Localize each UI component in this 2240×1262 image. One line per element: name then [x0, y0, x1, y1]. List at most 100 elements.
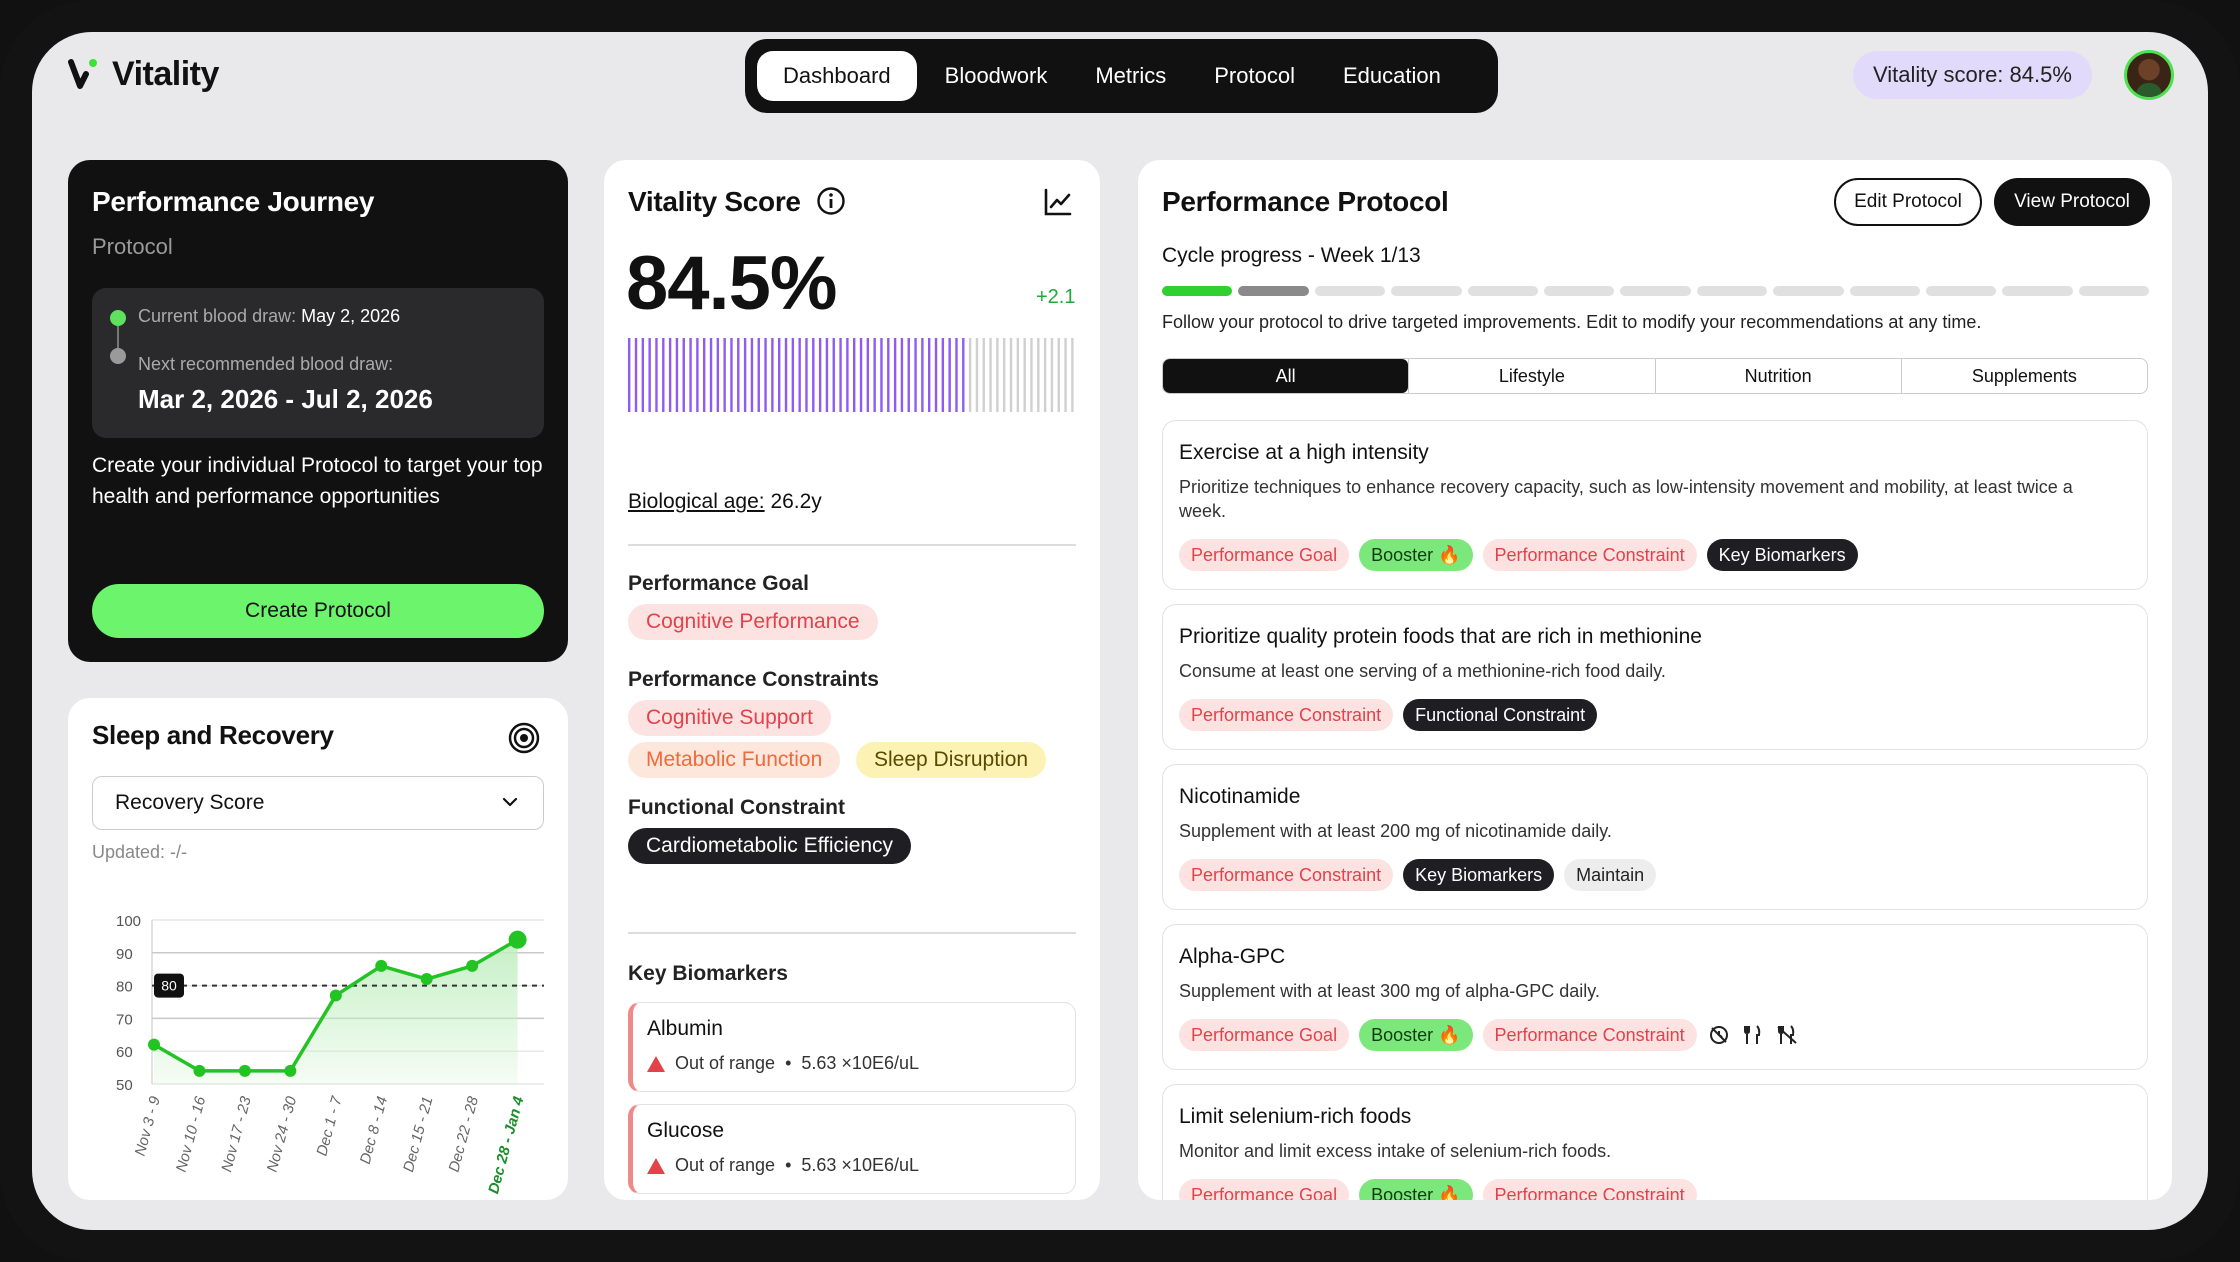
- recommendation-card[interactable]: Prioritize quality protein foods that ar…: [1162, 604, 2148, 750]
- constraint-chip[interactable]: Sleep Disruption: [856, 742, 1047, 778]
- recommendation-title: Alpha-GPC: [1179, 945, 1286, 968]
- app-logo[interactable]: Vitality: [68, 54, 219, 94]
- protocol-tabs: All Lifestyle Nutrition Supplements: [1162, 358, 2148, 394]
- cycle-progress-bar: [1162, 286, 2150, 296]
- app-name: Vitality: [112, 54, 219, 93]
- score-bar: [928, 338, 931, 412]
- score-bar: [880, 338, 883, 412]
- tag: Performance Goal: [1179, 1019, 1350, 1051]
- current-draw: Current blood draw: May 2, 2026: [138, 306, 400, 327]
- score-bar: [668, 338, 672, 412]
- nav-education[interactable]: Education: [1342, 63, 1441, 88]
- x-tick-label: Dec 22 - 28: [446, 1094, 483, 1174]
- score-bar: [1071, 338, 1074, 412]
- data-point: [329, 989, 342, 1002]
- score-bar: [825, 338, 829, 412]
- tag: Key Biomarkers: [1706, 539, 1858, 571]
- score-bar: [778, 338, 781, 412]
- pending-dot-icon: [110, 348, 126, 364]
- x-tick-label: Dec 8 - 14: [357, 1095, 391, 1166]
- x-tick-label: Dec 15 - 21: [400, 1095, 436, 1174]
- x-tick-label: Dec 28 - Jan 4: [485, 1094, 527, 1196]
- tag: Key Biomarkers: [1403, 859, 1555, 891]
- reference-label: 80: [161, 978, 177, 994]
- nav-metrics[interactable]: Metrics: [1095, 63, 1167, 88]
- y-tick-label: 80: [116, 979, 133, 996]
- view-protocol-button[interactable]: View Protocol: [1994, 178, 2150, 226]
- tag-list: Performance Goal Booster 🔥 Performance C…: [1179, 1179, 1697, 1200]
- score-bar: [1030, 338, 1033, 412]
- score-bar: [866, 338, 870, 412]
- cycle-segment: [1696, 286, 1768, 296]
- trend-chart-icon[interactable]: [1042, 186, 1074, 218]
- recommendation-card[interactable]: Nicotinamide Supplement with at least 20…: [1162, 764, 2148, 910]
- score-bar: [914, 338, 917, 412]
- next-draw-label: Next recommended blood draw:: [138, 354, 394, 374]
- cycle-segment: [1162, 286, 1233, 296]
- biomarker-card[interactable]: Albumin Out of range • 5.63 ×10E6/uL: [628, 1002, 1076, 1092]
- biomarker-status-text: Out of range: [675, 1053, 776, 1073]
- vitality-score-pill[interactable]: Vitality score: 84.5%: [1853, 51, 2092, 99]
- no-clock-icon: [1709, 1026, 1728, 1044]
- tag: Maintain: [1564, 859, 1657, 891]
- cycle-segment: [1238, 286, 1309, 296]
- score-bar: [784, 338, 788, 412]
- score-bar: [805, 338, 808, 412]
- recommendation-card[interactable]: Alpha-GPC Supplement with at least 300 m…: [1162, 924, 2148, 1070]
- score-bar: [757, 338, 760, 412]
- cycle-progress-label: Cycle progress - Week 1/13: [1162, 244, 1421, 267]
- nav-bloodwork[interactable]: Bloodwork: [944, 63, 1048, 88]
- recovery-chart: 100 90 80 70 60 50 80 Nov 3 - 9 Nov 10 - 16 Nov 1…: [116, 913, 544, 1196]
- constraint-chip[interactable]: Cognitive Support: [628, 700, 831, 736]
- y-tick-label: 70: [116, 1011, 133, 1028]
- score-bar: [996, 338, 999, 412]
- data-point: [420, 973, 433, 986]
- tab-all[interactable]: All: [1163, 359, 1409, 393]
- score-bar: [989, 338, 992, 412]
- score-bar: [1016, 338, 1020, 412]
- tab-supplements[interactable]: Supplements: [1900, 359, 2147, 393]
- recommendation-title: Exercise at a high intensity: [1179, 441, 1429, 464]
- no-fork-knife-icon: [1776, 1025, 1797, 1044]
- key-biomarkers-label: Key Biomarkers: [628, 962, 788, 985]
- recommendation-card[interactable]: Exercise at a high intensity Prioritize …: [1162, 420, 2148, 590]
- score-bar: [839, 338, 842, 412]
- tag: Booster 🔥: [1359, 1019, 1473, 1051]
- metric-select[interactable]: Recovery Score: [92, 776, 544, 830]
- edit-protocol-button[interactable]: Edit Protocol: [1834, 178, 1982, 226]
- nav-protocol[interactable]: Protocol: [1214, 63, 1295, 88]
- check-icon: [110, 310, 126, 326]
- constraint-chip[interactable]: Metabolic Function: [628, 742, 841, 778]
- score-bar: [798, 338, 801, 412]
- biomarker-name: Glucose: [647, 1119, 725, 1142]
- tag: Performance Constraint: [1482, 1179, 1697, 1200]
- score-bar: [743, 338, 747, 412]
- tab-nutrition[interactable]: Nutrition: [1654, 359, 1901, 393]
- score-bar: [1037, 338, 1040, 412]
- data-point: [466, 959, 479, 972]
- protocol-instructions: Follow your protocol to drive targeted i…: [1162, 312, 1982, 332]
- score-bar: [941, 338, 945, 412]
- main-nav: Dashboard Bloodwork Metrics Protocol Edu…: [745, 39, 1498, 113]
- nav-dashboard[interactable]: Dashboard: [757, 51, 917, 101]
- score-bar: [1009, 338, 1013, 412]
- biological-age-label[interactable]: Biological age:: [628, 490, 765, 513]
- info-icon[interactable]: [816, 186, 846, 216]
- create-protocol-button[interactable]: Create Protocol: [92, 584, 544, 638]
- y-tick-label: 60: [116, 1044, 133, 1061]
- divider: [628, 544, 1076, 546]
- avatar[interactable]: [2124, 50, 2174, 100]
- data-point: [284, 1064, 297, 1077]
- biological-age-value: 26.2y: [770, 490, 822, 513]
- tab-lifestyle[interactable]: Lifestyle: [1408, 359, 1654, 393]
- goal-chip[interactable]: Cognitive Performance: [628, 604, 878, 640]
- biomarker-card[interactable]: Glucose Out of range • 5.63 ×10E6/uL: [628, 1104, 1076, 1194]
- recommendation-card[interactable]: Limit selenium-rich foods Monitor and li…: [1162, 1084, 2148, 1200]
- tag-list: Performance Goal Booster 🔥 Performance C…: [1179, 1019, 1799, 1051]
- target-icon[interactable]: [508, 722, 540, 754]
- score-bar: [675, 338, 679, 412]
- y-tick-label: 100: [116, 913, 141, 930]
- functional-chip[interactable]: Cardiometabolic Efficiency: [628, 828, 912, 864]
- score-bar: [703, 338, 706, 412]
